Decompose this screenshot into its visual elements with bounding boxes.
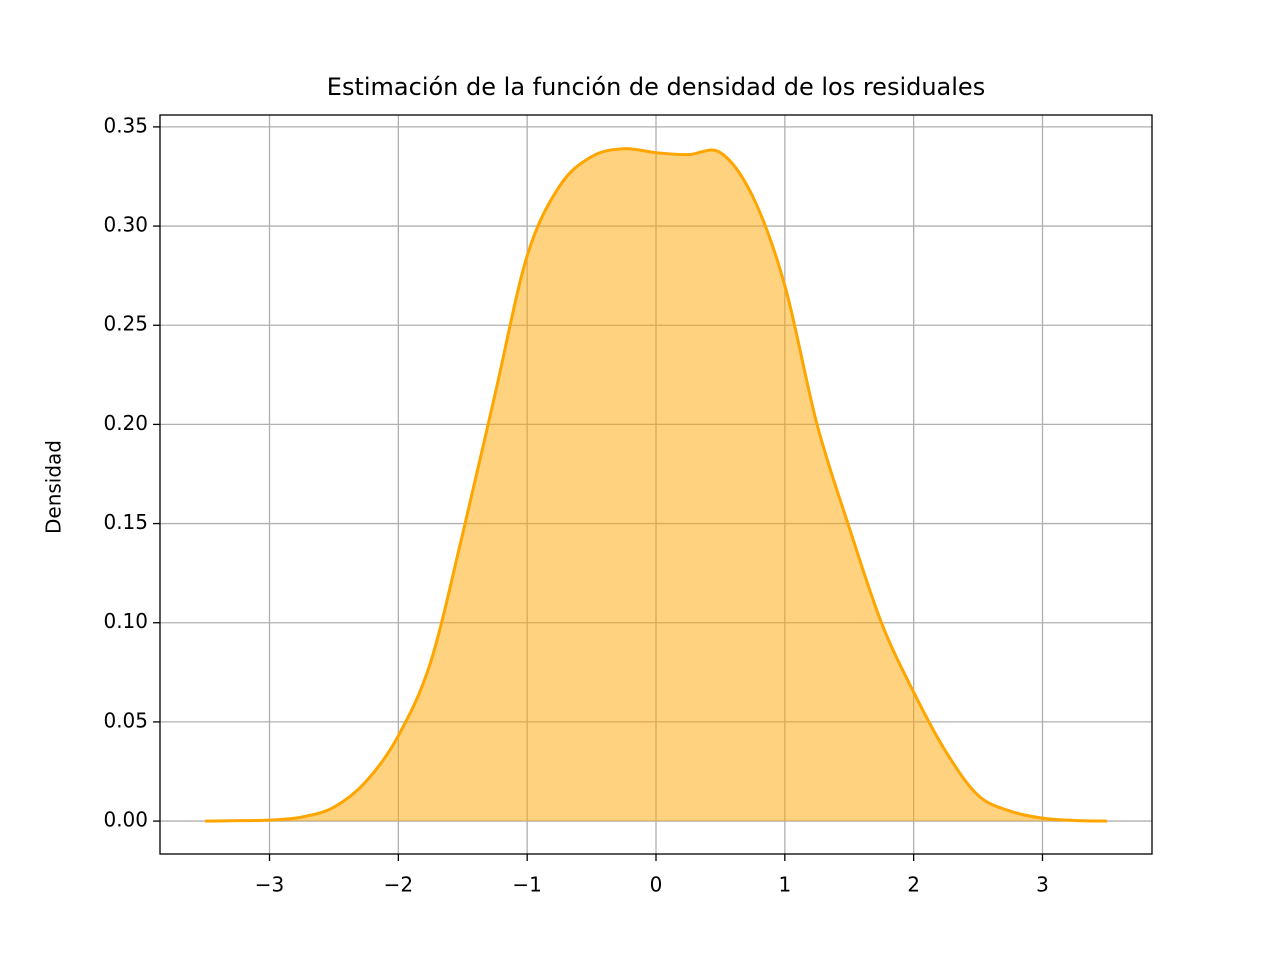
plot-frame [159,114,1153,855]
density-line [205,147,1107,823]
density-area [205,148,1107,822]
y-tick-label: 0.35 [103,113,148,137]
x-tick-label: 0 [650,873,663,897]
x-tick-label: 1 [778,873,791,897]
y-tick-label: 0.00 [103,808,148,832]
y-tick-label: 0.10 [103,609,148,633]
x-tick-label: 2 [907,873,920,897]
x-tick-label: −2 [384,873,413,897]
y-axis-label: Densidad [42,440,66,534]
y-tick-label: 0.30 [103,213,148,237]
y-tick-label: 0.15 [103,510,148,534]
x-tick-label: −1 [512,873,541,897]
chart-title: Estimación de la función de densidad de … [327,73,985,101]
y-tick-label: 0.05 [103,708,148,732]
y-tick-label: 0.25 [103,312,148,336]
x-tick-label: −3 [255,873,284,897]
y-tick-label: 0.20 [103,411,148,435]
x-tick-label: 3 [1036,873,1049,897]
